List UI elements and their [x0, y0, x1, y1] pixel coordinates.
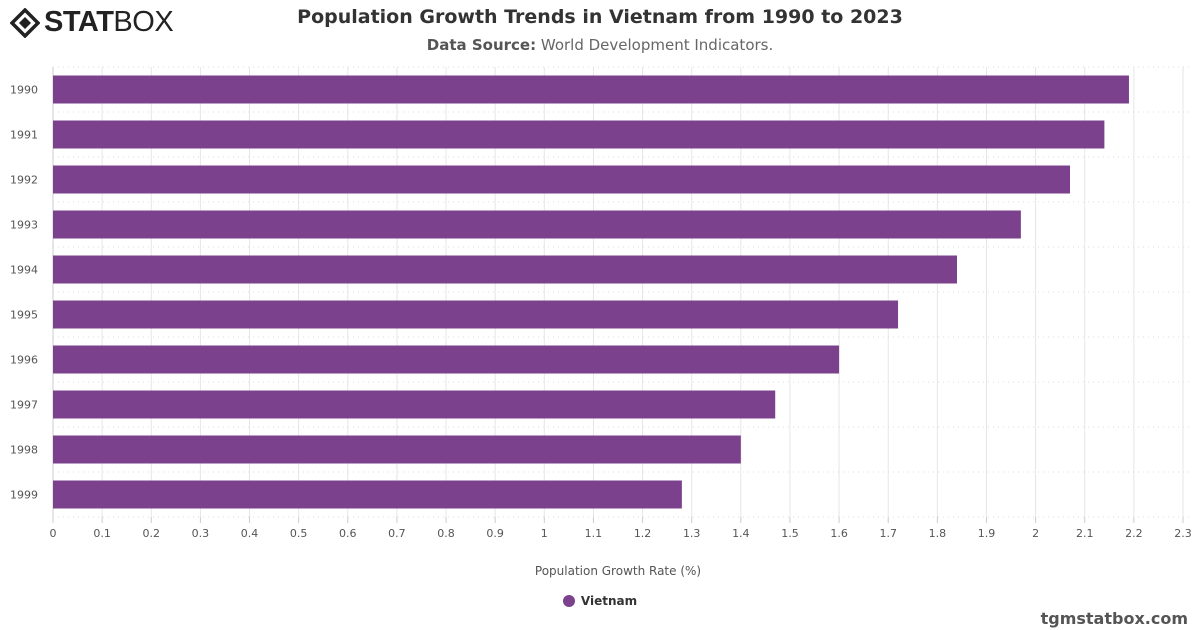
x-tick-label: 0.8 — [437, 527, 455, 540]
bar-1991 — [53, 120, 1105, 149]
y-tick-label: 1995 — [10, 309, 38, 322]
bar-1990 — [53, 75, 1129, 104]
bar-1996 — [53, 345, 840, 374]
x-tick-label: 2.1 — [1076, 527, 1094, 540]
x-tick-label: 0.4 — [241, 527, 259, 540]
subtitle-text: World Development Indicators. — [540, 36, 774, 54]
x-tick-label: 2.2 — [1125, 527, 1143, 540]
bar-1998 — [53, 435, 741, 464]
x-tick-label: 1.3 — [683, 527, 701, 540]
x-tick-label: 0.7 — [388, 527, 406, 540]
legend-label: Vietnam — [580, 594, 638, 608]
x-tick-label: 1.6 — [830, 527, 848, 540]
x-tick-label: 1.5 — [781, 527, 799, 540]
x-tick-label: 0.9 — [486, 527, 504, 540]
subtitle-label: Data Source: — [426, 36, 537, 54]
x-tick-label: 2 — [1032, 527, 1039, 540]
y-tick-label: 1991 — [10, 129, 38, 142]
y-tick-label: 1999 — [10, 489, 38, 502]
bar-1999 — [53, 480, 682, 509]
bar-1995 — [53, 300, 899, 329]
x-tick-label: 1.7 — [879, 527, 897, 540]
logo-bold: STAT — [44, 6, 114, 38]
bar-1997 — [53, 390, 776, 419]
bar-1993 — [53, 210, 1021, 239]
chart-title: Population Growth Trends in Vietnam from… — [297, 6, 903, 28]
chart-subtitle: Data Source: World Development Indicator… — [250, 36, 950, 54]
x-tick-label: 1.1 — [585, 527, 603, 540]
x-tick-label: 1.4 — [732, 527, 750, 540]
logo-light: BOX — [113, 6, 174, 38]
y-tick-label: 1994 — [10, 264, 38, 277]
x-tick-label: 1.9 — [978, 527, 996, 540]
diamond-logo-icon — [10, 7, 40, 38]
x-tick-label: 1.8 — [929, 527, 947, 540]
legend[interactable]: Vietnam — [500, 594, 700, 608]
x-axis-title: Population Growth Rate (%) — [535, 564, 701, 578]
legend-marker — [562, 595, 575, 607]
y-tick-label: 1997 — [10, 399, 38, 412]
x-tick-label: 1 — [541, 527, 548, 540]
x-tick-label: 0.6 — [339, 527, 357, 540]
y-tick-label: 1993 — [10, 219, 38, 232]
x-tick-label: 2.3 — [1174, 527, 1192, 540]
x-tick-label: 0.1 — [93, 527, 111, 540]
bar-1992 — [53, 165, 1070, 194]
x-tick-label: 0.5 — [290, 527, 308, 540]
y-tick-label: 1990 — [10, 84, 38, 97]
y-tick-label: 1992 — [10, 174, 38, 187]
x-tick-label: 0 — [50, 527, 57, 540]
x-tick-label: 0.2 — [143, 527, 161, 540]
credit: tgmstatbox.com — [1040, 609, 1188, 628]
bar-1994 — [53, 255, 957, 284]
statbox-logo: STATBOX — [10, 6, 174, 39]
y-tick-label: 1998 — [10, 444, 38, 457]
x-tick-label: 0.3 — [192, 527, 210, 540]
y-tick-label: 1996 — [10, 354, 38, 367]
x-tick-label: 1.2 — [634, 527, 652, 540]
